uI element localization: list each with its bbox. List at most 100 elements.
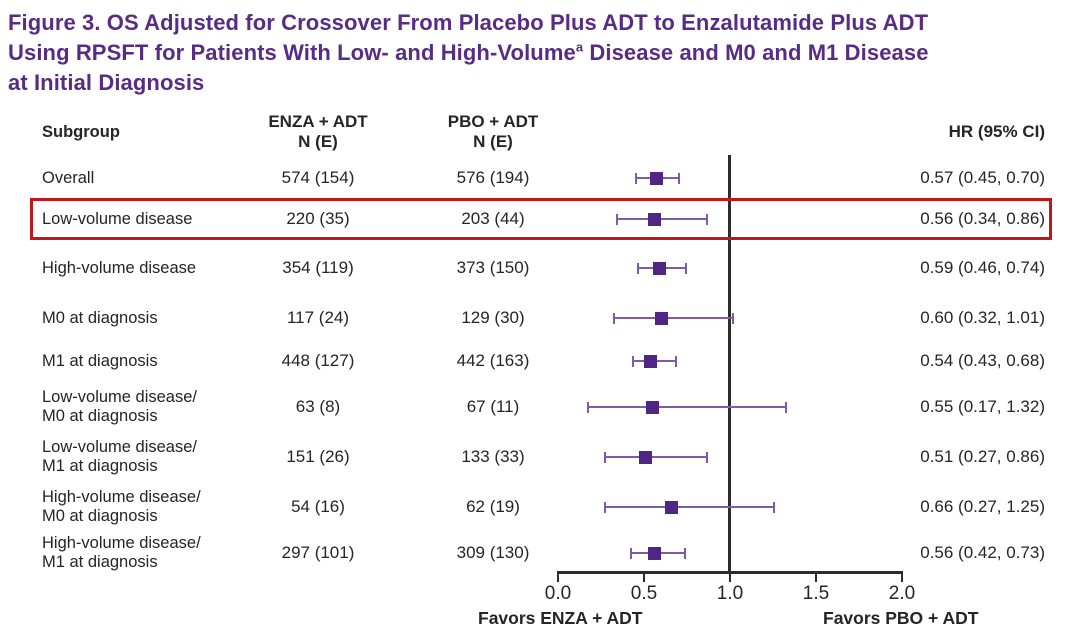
hr-ci-value: 0.59 (0.46, 0.74) (920, 258, 1045, 277)
ci-cap-low (613, 312, 616, 324)
ci-cap-low (630, 547, 633, 559)
ci-cap-low (604, 451, 607, 463)
col-header-pbo: PBO + ADT N (E) (433, 112, 553, 152)
subgroup-label: Low-volume disease/M0 at diagnosis (42, 388, 258, 426)
subgroup-label-line: High-volume disease (42, 258, 197, 277)
table-row: High-volume disease 354 (119) 373 (150) 0.5… (0, 240, 1080, 296)
subgroup-label: Overall (42, 169, 258, 188)
pbo-n-e-value: 129 (30) (461, 308, 525, 327)
hr-ci-value: 0.66 (0.27, 1.25) (920, 497, 1045, 516)
enza-n-e-value: 448 (127) (281, 351, 355, 370)
enza-n-e-value: 574 (154) (281, 168, 355, 187)
figure-title-line3: at Initial Diagnosis (8, 70, 205, 95)
forest-table: Subgroup ENZA + ADT N (E) PBO + ADT N (E… (0, 106, 1080, 574)
ci-cap-low (635, 172, 638, 184)
subgroup-label-line: High-volume disease/ (42, 488, 201, 506)
axis-tick (557, 571, 559, 582)
pbo-n-e-value: 203 (44) (461, 209, 525, 228)
subgroup-label-line: M1 at diagnosis (42, 553, 158, 571)
figure-title-line2: Using RPSFT for Patients With Low- and H… (8, 40, 576, 65)
table-row: M0 at diagnosis 117 (24) 129 (30) 0.60 (0.3… (0, 296, 1080, 340)
hr-ci-value: 0.54 (0.43, 0.68) (920, 351, 1045, 370)
hr-point-marker (665, 500, 679, 514)
ci-whisker (604, 456, 706, 458)
table-header-row: Subgroup ENZA + ADT N (E) PBO + ADT N (E… (0, 106, 1080, 158)
axis-tick (815, 571, 817, 582)
col-header-subgroup: Subgroup (42, 122, 120, 141)
subgroup-label-line: M1 at diagnosis (42, 457, 158, 475)
axis-tick-label: 2.0 (888, 583, 916, 604)
enza-n-e-value: 151 (26) (286, 447, 350, 466)
hr-point-marker (652, 261, 666, 275)
hr-point-marker (646, 400, 660, 414)
pbo-n-e-value: 442 (163) (456, 351, 530, 370)
enza-n-e-value: 297 (101) (281, 543, 355, 562)
ci-cap-high (683, 547, 686, 559)
subgroup-label: High-volume disease/M1 at diagnosis (42, 534, 258, 572)
pbo-n-e-value: 373 (150) (456, 258, 530, 277)
subgroup-label-line: High-volume disease/ (42, 534, 201, 552)
forest-plot-cell (558, 532, 902, 574)
forest-plot-cell (558, 240, 902, 296)
hr-point-marker (654, 311, 668, 325)
ci-cap-high (678, 172, 681, 184)
reference-line-hr-1 (728, 155, 731, 573)
subgroup-label: Low-volume disease/M1 at diagnosis (42, 438, 258, 476)
ci-cap-high (685, 262, 688, 274)
subgroup-label-line: Overall (42, 168, 95, 187)
subgroup-label: M1 at diagnosis (42, 352, 258, 371)
col-header-enza: ENZA + ADT N (E) (258, 112, 378, 152)
col-header-hr-ci: HR (95% CI) (948, 122, 1045, 141)
table-row: M1 at diagnosis 448 (127) 442 (163) 0.54 (0… (0, 340, 1080, 382)
hr-ci-value: 0.60 (0.32, 1.01) (920, 308, 1045, 327)
forest-plot-cell (558, 158, 902, 198)
ci-cap-high (731, 312, 734, 324)
hr-ci-value: 0.55 (0.17, 1.32) (920, 397, 1045, 416)
enza-n-e-value: 117 (24) (286, 308, 350, 327)
table-row: Low-volume disease/M0 at diagnosis 63 (8)… (0, 382, 1080, 432)
subgroup-label-line: Low-volume disease/ (42, 388, 197, 406)
forest-plot-cell (558, 432, 902, 482)
ci-cap-low (587, 401, 590, 413)
hr-point-marker (647, 546, 661, 560)
ci-cap-high (773, 501, 775, 513)
ci-cap-low (637, 262, 640, 274)
axis-tick-label: 1.0 (716, 583, 744, 604)
col-header-enza-line1: ENZA + ADT (268, 112, 368, 131)
subgroup-label-line: Low-volume disease/ (42, 438, 197, 456)
header-plot-spacer (558, 106, 902, 158)
ci-whisker (604, 506, 773, 508)
pbo-n-e-value: 133 (33) (461, 447, 525, 466)
pbo-n-e-value: 62 (19) (466, 497, 520, 516)
pbo-n-e-value: 67 (11) (466, 397, 520, 416)
table-row: Overall 574 (154) 576 (194) 0.57 (0.45, 0.7… (0, 158, 1080, 198)
col-header-pbo-line2: N (E) (473, 132, 513, 151)
favors-enza-label: Favors ENZA + ADT (478, 608, 643, 628)
subgroup-label: High-volume disease/M0 at diagnosis (42, 488, 258, 526)
subgroup-label-line: M0 at diagnosis (42, 308, 158, 327)
forest-plot-cell (558, 198, 902, 240)
figure-title-line1: Figure 3. OS Adjusted for Crossover From… (8, 10, 929, 35)
ci-cap-low (631, 355, 634, 367)
axis-tick (901, 571, 903, 582)
enza-n-e-value: 354 (119) (282, 258, 354, 277)
subgroup-label-line: M0 at diagnosis (42, 507, 158, 525)
ci-whisker (613, 317, 732, 319)
table-body: Overall 574 (154) 576 (194) 0.57 (0.45, 0.7… (0, 158, 1080, 574)
figure-title: Figure 3. OS Adjusted for Crossover From… (8, 8, 1072, 98)
ci-whisker (587, 406, 786, 408)
hr-ci-value: 0.56 (0.42, 0.73) (920, 543, 1045, 562)
axis-tick-label: 0.5 (630, 583, 658, 604)
subgroup-label-line: Low-volume disease (42, 209, 193, 228)
col-header-enza-line2: N (E) (298, 132, 338, 151)
pbo-n-e-value: 309 (130) (456, 543, 530, 562)
subgroup-label-line: M0 at diagnosis (42, 407, 158, 425)
subgroup-label: M0 at diagnosis (42, 309, 258, 328)
ci-whisker (616, 218, 706, 220)
axis-tick (729, 571, 731, 582)
enza-n-e-value: 63 (8) (295, 397, 341, 416)
forest-plot-cell (558, 382, 902, 432)
hr-point-marker (647, 212, 661, 226)
axis-tick (643, 571, 645, 582)
